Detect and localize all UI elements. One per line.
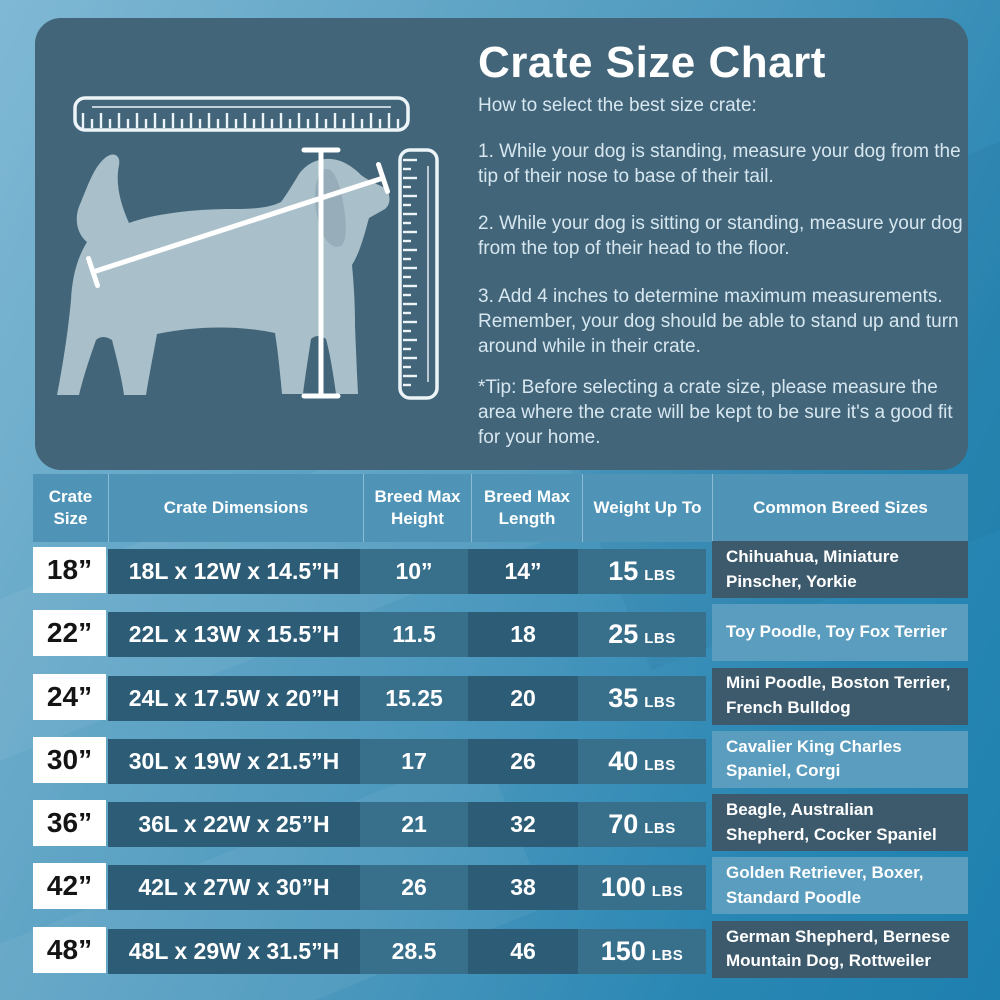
crate-size-cell: 22” xyxy=(33,610,106,657)
weight-value: 40 xyxy=(608,745,639,776)
breeds-cell: German Shepherd, Bernese Mountain Dog, R… xyxy=(712,920,968,978)
crate-size-cell: 18” xyxy=(33,547,106,593)
vertical-measure-line xyxy=(301,147,341,399)
row-band: 24L x 17.5W x 20”H 15.25 20 35 LBS xyxy=(108,675,706,721)
vertical-ruler-icon xyxy=(398,148,439,400)
breeds-text: Beagle, Australian Shepherd, Cocker Span… xyxy=(726,800,937,844)
weight-unit: LBS xyxy=(651,946,684,964)
max-length-cell: 26 xyxy=(468,738,578,784)
max-length-cell: 32 xyxy=(468,802,578,848)
table-row: 22” 22L x 13W x 15.5”H 11.5 18 25 LBS To… xyxy=(33,604,968,667)
breeds-text: Toy Poodle, Toy Fox Terrier xyxy=(726,622,948,642)
weight-cell: 25 LBS xyxy=(578,612,706,658)
header-breed-max-length: Breed Max Length xyxy=(471,474,582,542)
max-height-cell: 26 xyxy=(360,865,468,911)
weight-unit: LBS xyxy=(644,693,676,711)
weight-unit: LBS xyxy=(644,820,676,838)
weight-value: 25 xyxy=(608,619,639,650)
row-band: 36L x 22W x 25”H 21 32 70 LBS xyxy=(108,802,706,848)
breeds-cell: Toy Poodle, Toy Fox Terrier xyxy=(712,604,968,662)
header-breed-max-height: Breed Max Height xyxy=(363,474,471,542)
weight-unit: LBS xyxy=(644,756,676,774)
table-row: 30” 30L x 19W x 21.5”H 17 26 40 LBS Cava… xyxy=(33,730,968,794)
table-row: 42” 42L x 27W x 30”H 26 38 100 LBS Golde… xyxy=(33,857,968,920)
table-row: 36” 36L x 22W x 25”H 21 32 70 LBS Beagle… xyxy=(33,794,968,857)
weight-cell: 150 LBS xyxy=(578,928,706,974)
breeds-text: German Shepherd, Bernese Mountain Dog, R… xyxy=(726,926,950,971)
breeds-cell: Beagle, Australian Shepherd, Cocker Span… xyxy=(712,794,968,852)
header-crate-size: Crate Size xyxy=(48,486,93,528)
table-row: 18” 18L x 12W x 14.5”H 10” 14” 15 LBS Ch… xyxy=(33,541,968,604)
weight-cell: 15 LBS xyxy=(578,549,706,594)
dimensions-cell: 24L x 17.5W x 20”H xyxy=(108,675,360,721)
weight-unit: LBS xyxy=(651,883,684,901)
crate-size-cell: 36” xyxy=(33,800,106,847)
max-height-cell: 11.5 xyxy=(360,612,468,658)
tip-text: *Tip: Before selecting a crate size, ple… xyxy=(478,376,953,448)
horizontal-ruler-icon xyxy=(73,96,410,132)
max-height-cell: 15.25 xyxy=(360,675,468,721)
step-1: 1. While your dog is standing, measure y… xyxy=(478,141,961,188)
max-length-cell: 38 xyxy=(468,865,578,911)
max-length-cell: 20 xyxy=(468,675,578,721)
dimensions-cell: 42L x 27W x 30”H xyxy=(108,865,360,911)
table-row: 48” 48L x 29W x 31.5”H 28.5 46 150 LBS G… xyxy=(33,920,968,984)
breeds-cell: Chihuahua, Miniature Pinscher, Yorkie xyxy=(712,541,968,598)
instructions-block: Crate Size Chart How to select the best … xyxy=(478,38,966,450)
crate-size-cell: 48” xyxy=(33,926,106,973)
breeds-text: Mini Poodle, Boston Terrier, French Bull… xyxy=(726,673,951,718)
weight-value: 35 xyxy=(608,682,639,713)
table-header: Crate Size Crate Dimensions Breed Max He… xyxy=(33,474,968,542)
max-length-cell: 18 xyxy=(468,612,578,658)
dog-measurement-illustration xyxy=(57,96,439,400)
weight-cell: 40 LBS xyxy=(578,738,706,784)
header-common-breed-sizes: Common Breed Sizes xyxy=(712,474,968,542)
max-height-cell: 10” xyxy=(360,549,468,594)
weight-unit: LBS xyxy=(644,630,676,648)
max-height-cell: 21 xyxy=(360,802,468,848)
page-title: Crate Size Chart xyxy=(478,38,826,87)
weight-value: 150 xyxy=(600,935,646,966)
row-band: 18L x 12W x 14.5”H 10” 14” 15 LBS xyxy=(108,549,706,594)
max-length-cell: 46 xyxy=(468,928,578,974)
dimensions-cell: 18L x 12W x 14.5”H xyxy=(108,549,360,594)
weight-value: 100 xyxy=(600,872,646,903)
dimensions-cell: 22L x 13W x 15.5”H xyxy=(108,612,360,658)
row-band: 42L x 27W x 30”H 26 38 100 LBS xyxy=(108,865,706,911)
weight-unit: LBS xyxy=(644,567,676,584)
dimensions-cell: 36L x 22W x 25”H xyxy=(108,802,360,848)
breeds-cell: Cavalier King Charles Spaniel, Corgi xyxy=(712,730,968,788)
breeds-text: Chihuahua, Miniature Pinscher, Yorkie xyxy=(726,546,899,591)
row-band: 30L x 19W x 21.5”H 17 26 40 LBS xyxy=(108,738,706,784)
breeds-cell: Golden Retriever, Boxer, Standard Poodle xyxy=(712,857,968,915)
crate-size-cell: 24” xyxy=(33,673,106,720)
breeds-text: Cavalier King Charles Spaniel, Corgi xyxy=(726,736,902,781)
weight-cell: 100 LBS xyxy=(578,865,706,911)
dimensions-cell: 48L x 29W x 31.5”H xyxy=(108,928,360,974)
diagonal-measure-line xyxy=(86,162,390,288)
row-band: 48L x 29W x 31.5”H 28.5 46 150 LBS xyxy=(108,928,706,974)
weight-value: 15 xyxy=(608,556,639,586)
max-height-cell: 28.5 xyxy=(360,928,468,974)
table-row: 24” 24L x 17.5W x 20”H 15.25 20 35 LBS M… xyxy=(33,667,968,731)
weight-cell: 35 LBS xyxy=(578,675,706,721)
weight-value: 70 xyxy=(608,809,639,840)
header-weight-up-to: Weight Up To xyxy=(582,474,712,542)
instruction-panel: Crate Size Chart How to select the best … xyxy=(35,18,968,470)
intro-text: How to select the best size crate: xyxy=(478,95,757,117)
dimensions-cell: 30L x 19W x 21.5”H xyxy=(108,738,360,784)
crate-size-cell: 30” xyxy=(33,736,106,783)
max-length-cell: 14” xyxy=(468,549,578,594)
weight-cell: 70 LBS xyxy=(578,802,706,848)
table-rows: 18” 18L x 12W x 14.5”H 10” 14” 15 LBS Ch… xyxy=(33,541,968,984)
breeds-cell: Mini Poodle, Boston Terrier, French Bull… xyxy=(712,667,968,725)
max-height-cell: 17 xyxy=(360,738,468,784)
step-2: 2. While your dog is sitting or standing… xyxy=(478,213,963,260)
crate-size-cell: 42” xyxy=(33,863,106,910)
header-crate-dimensions: Crate Dimensions xyxy=(108,474,363,542)
step-3: 3. Add 4 inches to determine maximum mea… xyxy=(478,285,959,357)
row-band: 22L x 13W x 15.5”H 11.5 18 25 LBS xyxy=(108,612,706,658)
breeds-text: Golden Retriever, Boxer, Standard Poodle xyxy=(726,863,924,907)
